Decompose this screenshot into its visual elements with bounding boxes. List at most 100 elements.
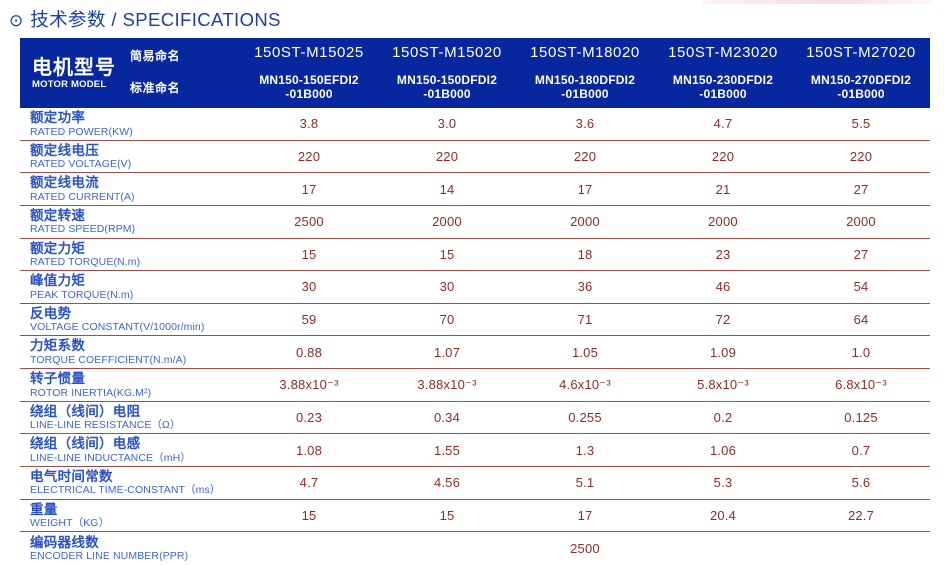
value-cell: 220 <box>297 148 321 164</box>
model-simple-name: 150ST-M15025 <box>254 44 364 61</box>
value-cell-span: 2500 <box>570 540 600 556</box>
value-cell: 3.88x10⁻³ <box>279 376 339 392</box>
model-standard-line1: MN150-270DFDI2 <box>810 73 912 87</box>
model-standard-line1: MN150-150EFDI2 <box>259 73 359 87</box>
value-cell: 1.05 <box>571 344 599 360</box>
row-label-zh: 峰值力矩 <box>30 273 86 289</box>
model-standard-line2: -01B000 <box>285 86 333 101</box>
spec-table-body: 额定功率 RATED POWER(KW) 3.8 3.0 3.6 4.7 5.5 额定线… <box>20 108 930 565</box>
value-cell: 23 <box>715 246 731 262</box>
row-label: 额定功率 RATED POWER(KW) <box>20 108 240 140</box>
row-label-zh: 电气时间常数 <box>30 468 113 484</box>
row-label: 反电势 VOLTAGE CONSTANT(V/1000r/min) <box>20 304 240 336</box>
model-simple-name: 150ST-M18020 <box>530 44 640 61</box>
value-cell: 15 <box>439 507 455 523</box>
value-cell: 220 <box>849 148 873 164</box>
row-label: 绕组（线间）电感 LINE-LINE INDUCTANCE（mH） <box>20 434 240 466</box>
row-label-zh: 反电势 <box>30 305 72 321</box>
row-label-en: LINE-LINE INDUCTANCE（mH） <box>30 451 191 464</box>
value-cell: 220 <box>711 148 735 164</box>
value-cell: 6.8x10⁻³ <box>835 376 887 392</box>
value-cell: 0.34 <box>433 409 461 425</box>
value-cell: 4.6x10⁻³ <box>559 376 611 392</box>
value-cell: 30 <box>439 279 455 295</box>
value-cell: 15 <box>439 246 455 262</box>
table-row: 力矩系数 TORQUE COEFFICIENT(N.m/A) 0.88 1.07 1… <box>20 336 930 369</box>
motor-model-label-en: MOTOR MODEL <box>32 78 107 90</box>
header-left-cell: 电机型号 MOTOR MODEL 简易命名 标准命名 <box>20 38 240 108</box>
table-row: 额定线电压 RATED VOLTAGE(V) 220 220 220 220 220 <box>20 141 930 174</box>
value-cell: 59 <box>301 312 317 328</box>
value-cell: 2000 <box>432 214 462 230</box>
value-cell: 18 <box>577 246 593 262</box>
value-cell: 54 <box>853 279 869 295</box>
row-label-en: ELECTRICAL TIME-CONSTANT（ms） <box>30 484 221 497</box>
table-row: 绕组（线间）电感 LINE-LINE INDUCTANCE（mH） 1.08 1.… <box>20 434 930 467</box>
row-label: 电气时间常数 ELECTRICAL TIME-CONSTANT（ms） <box>20 467 240 499</box>
model-standard-line2: -01B000 <box>699 86 747 101</box>
value-cell: 27 <box>853 181 869 197</box>
row-label: 绕组（线间）电阻 LINE-LINE RESISTANCE（Ω） <box>20 402 240 434</box>
table-row: 峰值力矩 PEAK TORQUE(N.m) 30 30 36 46 54 <box>20 271 930 304</box>
model-standard-line1: MN150-230DFDI2 <box>672 73 774 87</box>
section-title-bar: ⊙ 技术参数 / SPECIFICATIONS <box>0 0 944 38</box>
model-standard-name: MN150-270DFDI2 -01B000 <box>792 73 930 101</box>
row-label-zh: 力矩系数 <box>30 338 86 354</box>
value-cell: 1.0 <box>851 344 871 360</box>
naming-labels: 简易命名 标准命名 <box>130 38 180 108</box>
value-cell: 1.3 <box>575 442 595 458</box>
value-cell: 72 <box>715 312 731 328</box>
model-standard-line2: -01B000 <box>837 86 885 101</box>
value-cell: 220 <box>573 148 597 164</box>
model-standard-line2: -01B000 <box>561 86 609 101</box>
value-cell: 2000 <box>846 214 876 230</box>
row-label-en: RATED POWER(KW) <box>30 125 133 138</box>
motor-model-label-zh: 电机型号 <box>32 56 116 79</box>
table-row: 额定转速 RATED SPEED(RPM) 2500 2000 2000 2000 20… <box>20 206 930 239</box>
value-cell: 15 <box>301 246 317 262</box>
row-label-zh: 绕组（线间）电阻 <box>30 403 141 419</box>
row-label-en: ENCODER LINE NUMBER(PPR) <box>30 550 189 563</box>
value-cell: 5.6 <box>851 475 871 491</box>
model-column: 150ST-M27020 MN150-270DFDI2 -01B000 <box>792 38 930 108</box>
row-label: 转子惯量 ROTOR INERTIA(KG.M²) <box>20 369 240 401</box>
value-cell: 64 <box>853 312 869 328</box>
value-cell: 22.7 <box>847 507 875 523</box>
table-header: 电机型号 MOTOR MODEL 简易命名 标准命名 150ST-M15025 … <box>20 38 930 108</box>
row-label: 额定线电压 RATED VOLTAGE(V) <box>20 141 240 173</box>
value-cell: 5.3 <box>713 475 733 491</box>
model-standard-line1: MN150-150DFDI2 <box>396 73 498 87</box>
model-standard-line2: -01B000 <box>423 86 471 101</box>
model-standard-line1: MN150-180DFDI2 <box>534 73 636 87</box>
row-label: 额定转速 RATED SPEED(RPM) <box>20 206 240 238</box>
value-cell: 1.55 <box>433 442 461 458</box>
value-cell: 36 <box>577 279 593 295</box>
row-label-zh: 额定线电流 <box>30 175 99 191</box>
value-cell: 17 <box>577 181 593 197</box>
table-row: 绕组（线间）电阻 LINE-LINE RESISTANCE（Ω） 0.23 0.3… <box>20 402 930 435</box>
value-cell: 0.23 <box>295 409 323 425</box>
motor-model-block: 电机型号 MOTOR MODEL <box>32 57 116 90</box>
value-cell: 70 <box>439 312 455 328</box>
row-label-en: TORQUE COEFFICIENT(N.m/A) <box>30 353 187 366</box>
value-cell: 27 <box>853 246 869 262</box>
value-cell: 4.56 <box>433 475 461 491</box>
row-label-en: PEAK TORQUE(N.m) <box>30 288 134 301</box>
row-label-en: RATED TORQUE(N.m) <box>30 256 141 269</box>
table-row: 额定线电流 RATED CURRENT(A) 17 14 17 21 27 <box>20 173 930 206</box>
table-row: 额定功率 RATED POWER(KW) 3.8 3.0 3.6 4.7 5.5 <box>20 108 930 141</box>
value-cell: 2500 <box>294 214 324 230</box>
model-standard-name: MN150-180DFDI2 -01B000 <box>516 73 654 101</box>
page-title: 技术参数 / SPECIFICATIONS <box>30 9 281 30</box>
row-label-en: WEIGHT（KG） <box>30 517 110 530</box>
model-simple-name: 150ST-M23020 <box>668 44 778 61</box>
value-cell: 4.7 <box>299 475 319 491</box>
value-cell: 71 <box>577 312 593 328</box>
value-cell: 0.125 <box>844 409 878 425</box>
model-column: 150ST-M15020 MN150-150DFDI2 -01B000 <box>378 38 516 108</box>
row-label-zh: 绕组（线间）电感 <box>30 436 141 452</box>
row-label-zh: 转子惯量 <box>30 371 86 387</box>
model-simple-name: 150ST-M15020 <box>392 44 502 61</box>
value-cell: 14 <box>439 181 455 197</box>
value-cell: 46 <box>715 279 731 295</box>
